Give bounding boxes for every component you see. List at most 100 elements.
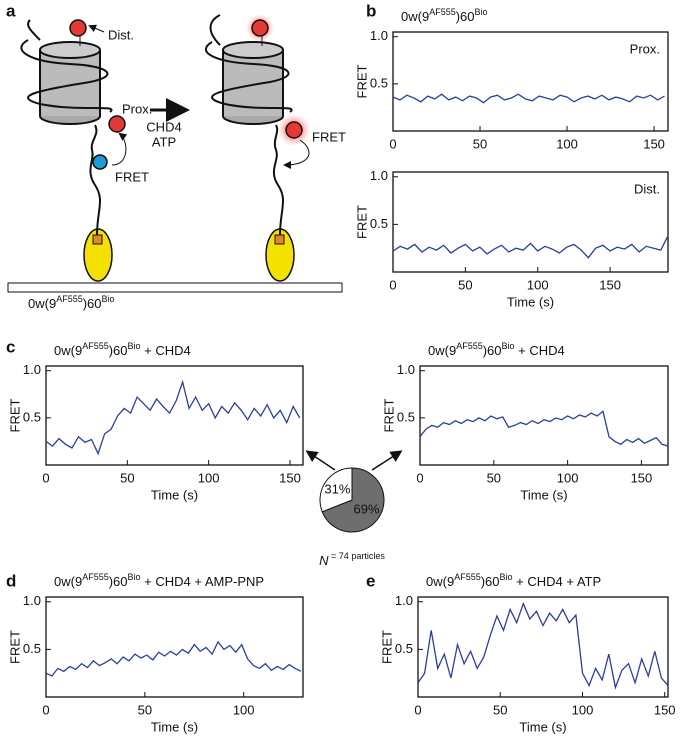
plot-frame <box>392 31 669 132</box>
y-tick-label: 1.0 <box>23 593 41 608</box>
dist-label: Dist. <box>108 27 134 42</box>
panel-label: e <box>366 571 375 590</box>
fret-trace <box>417 601 669 690</box>
text-part: )60 <box>481 574 500 589</box>
x-tick-label: 100 <box>556 136 578 151</box>
y-tick-label: 1.0 <box>370 28 388 43</box>
text-part: N <box>319 553 329 568</box>
x-tick-label: 100 <box>233 702 255 717</box>
y-tick-label: 0.5 <box>23 409 41 424</box>
y-tick-label: 1.0 <box>395 593 413 608</box>
panel-label: c <box>6 337 15 356</box>
text-part: )60 <box>109 343 128 358</box>
text-part: 0w(9 <box>28 296 56 311</box>
text-part: + CHD4 <box>515 343 565 358</box>
text-part: Bio <box>102 294 115 304</box>
y-tick-label: 0.5 <box>23 641 41 656</box>
text-part: )60 <box>109 574 128 589</box>
y-tick-label: 0.5 <box>370 216 388 231</box>
text-part: + CHD4 + AMP-PNP <box>141 574 265 589</box>
fret-trace <box>419 410 669 447</box>
text-part: 0w(9 <box>426 574 454 589</box>
nucleosome-top <box>222 41 284 59</box>
x-axis-label: Time (s) <box>519 719 566 734</box>
y-axis-label: FRET <box>379 630 394 664</box>
text-part: )60 <box>456 9 475 24</box>
nucleosome-top <box>39 41 101 59</box>
fret-trace <box>392 235 669 259</box>
text-part: Bio <box>475 7 488 17</box>
chart-title: 0w(9AF555)60Bio + CHD4 <box>54 341 191 358</box>
x-tick-label: 0 <box>42 702 49 717</box>
dna <box>89 124 102 236</box>
diagram <box>7 14 343 293</box>
y-axis-label: FRET <box>7 398 22 432</box>
arrow <box>371 450 403 471</box>
text-part: Bio <box>502 341 515 351</box>
x-tick-label: 100 <box>557 470 579 485</box>
x-tick-label: 0 <box>389 277 396 292</box>
panel-label: b <box>366 1 376 20</box>
x-tick-label: 100 <box>572 702 594 717</box>
y-tick-label: 0.5 <box>397 409 415 424</box>
fret-label: FRET <box>312 129 346 144</box>
dna <box>273 124 285 236</box>
x-tick-label: 50 <box>473 136 487 151</box>
x-tick-label: 0 <box>416 470 423 485</box>
text-part: Bio <box>500 572 513 582</box>
plot-frame <box>417 596 669 698</box>
pie-slice <box>321 467 385 533</box>
x-tick-label: 50 <box>487 470 501 485</box>
y-axis-label: FRET <box>354 64 369 98</box>
arrow <box>305 450 336 471</box>
panel-label: d <box>6 571 16 590</box>
biotin <box>92 234 103 245</box>
dye <box>108 115 126 133</box>
dye <box>69 19 87 37</box>
donor <box>92 154 108 170</box>
x-tick-label: 0 <box>42 470 49 485</box>
x-tick-label: 50 <box>458 277 472 292</box>
plot-frame <box>392 171 669 273</box>
text-part: AF555 <box>454 572 481 582</box>
x-tick-label: 50 <box>138 702 152 717</box>
x-tick-label: 150 <box>643 136 665 151</box>
pie-label: 69% <box>354 501 380 516</box>
prox-label: Prox. <box>122 101 152 116</box>
text-part: 0w(9 <box>54 343 82 358</box>
y-axis-label: FRET <box>354 205 369 239</box>
text-part: + CHD4 + ATP <box>513 574 602 589</box>
surface <box>7 282 343 293</box>
x-tick-label: 150 <box>599 277 621 292</box>
x-tick-label: 150 <box>279 470 301 485</box>
text-part: AF555 <box>82 572 109 582</box>
x-axis-label: Time (s) <box>520 487 567 502</box>
text-part: Bio <box>128 341 141 351</box>
fret-label: FRET <box>115 169 149 184</box>
text-part: = 74 particles <box>329 551 386 561</box>
y-tick-label: 1.0 <box>23 362 41 377</box>
y-tick-label: 1.0 <box>397 362 415 377</box>
x-tick-label: 0 <box>389 136 396 151</box>
text-part: Bio <box>128 572 141 582</box>
plot-frame <box>45 365 304 466</box>
y-tick-label: 0.5 <box>370 75 388 90</box>
x-tick-label: 100 <box>198 470 220 485</box>
annotation: Dist. <box>634 181 660 196</box>
text-part: 0w(9 <box>428 343 456 358</box>
panel-label: a <box>6 1 16 20</box>
pie-note: N = 74 particles <box>319 551 385 568</box>
x-tick-label: 50 <box>493 702 507 717</box>
annotation: Prox. <box>630 41 660 56</box>
substrate-label: 0w(9AF555)60Bio <box>28 294 115 311</box>
x-tick-label: 100 <box>527 277 549 292</box>
plot-frame <box>419 365 669 466</box>
x-tick-label: 150 <box>654 702 676 717</box>
biotin <box>274 234 285 245</box>
dye <box>285 121 303 139</box>
chart-title: 0w(9AF555)60Bio + CHD4 <box>428 341 565 358</box>
x-tick-label: 150 <box>631 470 653 485</box>
text-part: + CHD4 <box>141 343 191 358</box>
